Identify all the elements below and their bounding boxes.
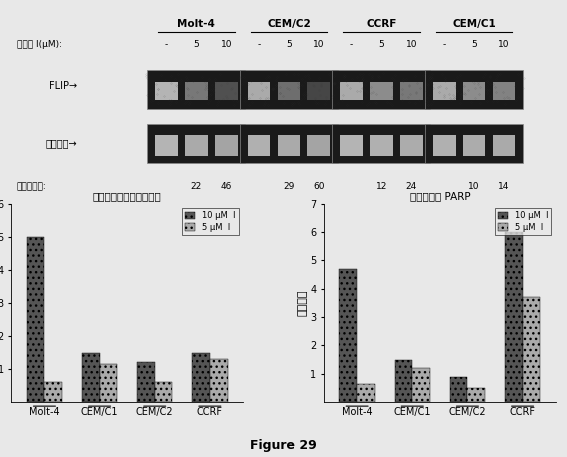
Bar [27, 237, 44, 402]
Text: 10: 10 [468, 182, 480, 191]
Text: 29: 29 [284, 182, 295, 191]
Text: -: - [257, 40, 261, 49]
Text: 60: 60 [313, 182, 325, 191]
Bar [215, 135, 238, 156]
Bar [357, 384, 375, 402]
Bar [155, 383, 172, 402]
Bar [155, 135, 178, 156]
Bar [412, 368, 430, 402]
Bar [100, 364, 117, 402]
Text: 化合物 I(μM):: 化合物 I(μM): [17, 40, 62, 49]
Bar [400, 135, 423, 156]
Text: 24: 24 [406, 182, 417, 191]
Text: 10: 10 [313, 40, 325, 49]
Bar [155, 82, 178, 101]
Bar [463, 135, 485, 156]
Text: 5: 5 [286, 40, 292, 49]
Text: 14: 14 [498, 182, 510, 191]
Bar [307, 82, 331, 101]
Text: 5: 5 [379, 40, 384, 49]
Bar [248, 135, 270, 156]
Y-axis label: 倍数変化: 倍数変化 [297, 290, 307, 316]
Bar [493, 82, 515, 101]
Bar [505, 232, 523, 402]
Legend: 10 μM  I, 5 μM  I: 10 μM I, 5 μM I [494, 208, 552, 235]
Bar [340, 135, 363, 156]
Title: 切断された PARP: 切断された PARP [409, 191, 470, 202]
Text: -: - [350, 40, 353, 49]
Bar [185, 135, 208, 156]
Text: 22: 22 [191, 182, 202, 191]
Text: CEM/C1: CEM/C1 [452, 19, 496, 29]
Bar [400, 82, 423, 101]
Legend: 10 μM  I, 5 μM  I: 10 μM I, 5 μM I [182, 208, 239, 235]
Title: 切断されたカスパーゼ３: 切断されたカスパーゼ３ [93, 191, 162, 202]
Bar [277, 82, 301, 101]
Text: 10: 10 [221, 40, 232, 49]
Bar [340, 269, 357, 402]
Bar [248, 82, 270, 101]
Bar [277, 135, 301, 156]
Bar [307, 135, 331, 156]
Bar [185, 82, 208, 101]
Bar [370, 135, 393, 156]
Bar [370, 82, 393, 101]
Text: Figure 29: Figure 29 [250, 440, 317, 452]
Text: 5: 5 [471, 40, 477, 49]
Text: Molt-4: Molt-4 [177, 19, 215, 29]
Bar [433, 82, 455, 101]
Text: CEM/C2: CEM/C2 [267, 19, 311, 29]
Bar [192, 352, 210, 402]
Text: 12: 12 [376, 182, 387, 191]
Text: CCRF: CCRF [366, 19, 397, 29]
Bar [463, 82, 485, 101]
Text: FLIP→: FLIP→ [49, 81, 77, 91]
Bar [450, 377, 467, 402]
Bar [395, 360, 412, 402]
Bar [82, 352, 100, 402]
Text: 5: 5 [193, 40, 199, 49]
Bar [433, 135, 455, 156]
Text: 46: 46 [221, 182, 232, 191]
Bar [493, 135, 515, 156]
Bar [137, 362, 155, 402]
Bar [467, 388, 485, 402]
Text: -: - [442, 40, 446, 49]
Bar [44, 383, 62, 402]
Bar [523, 297, 540, 402]
Text: 10: 10 [498, 40, 510, 49]
Text: 10: 10 [405, 40, 417, 49]
Text: -: - [165, 40, 168, 49]
Text: アクチン→: アクチン→ [45, 138, 77, 149]
Text: 減少（％）:: 減少（％）: [17, 182, 46, 191]
Bar [340, 82, 363, 101]
Bar [210, 359, 227, 402]
Bar [215, 82, 238, 101]
